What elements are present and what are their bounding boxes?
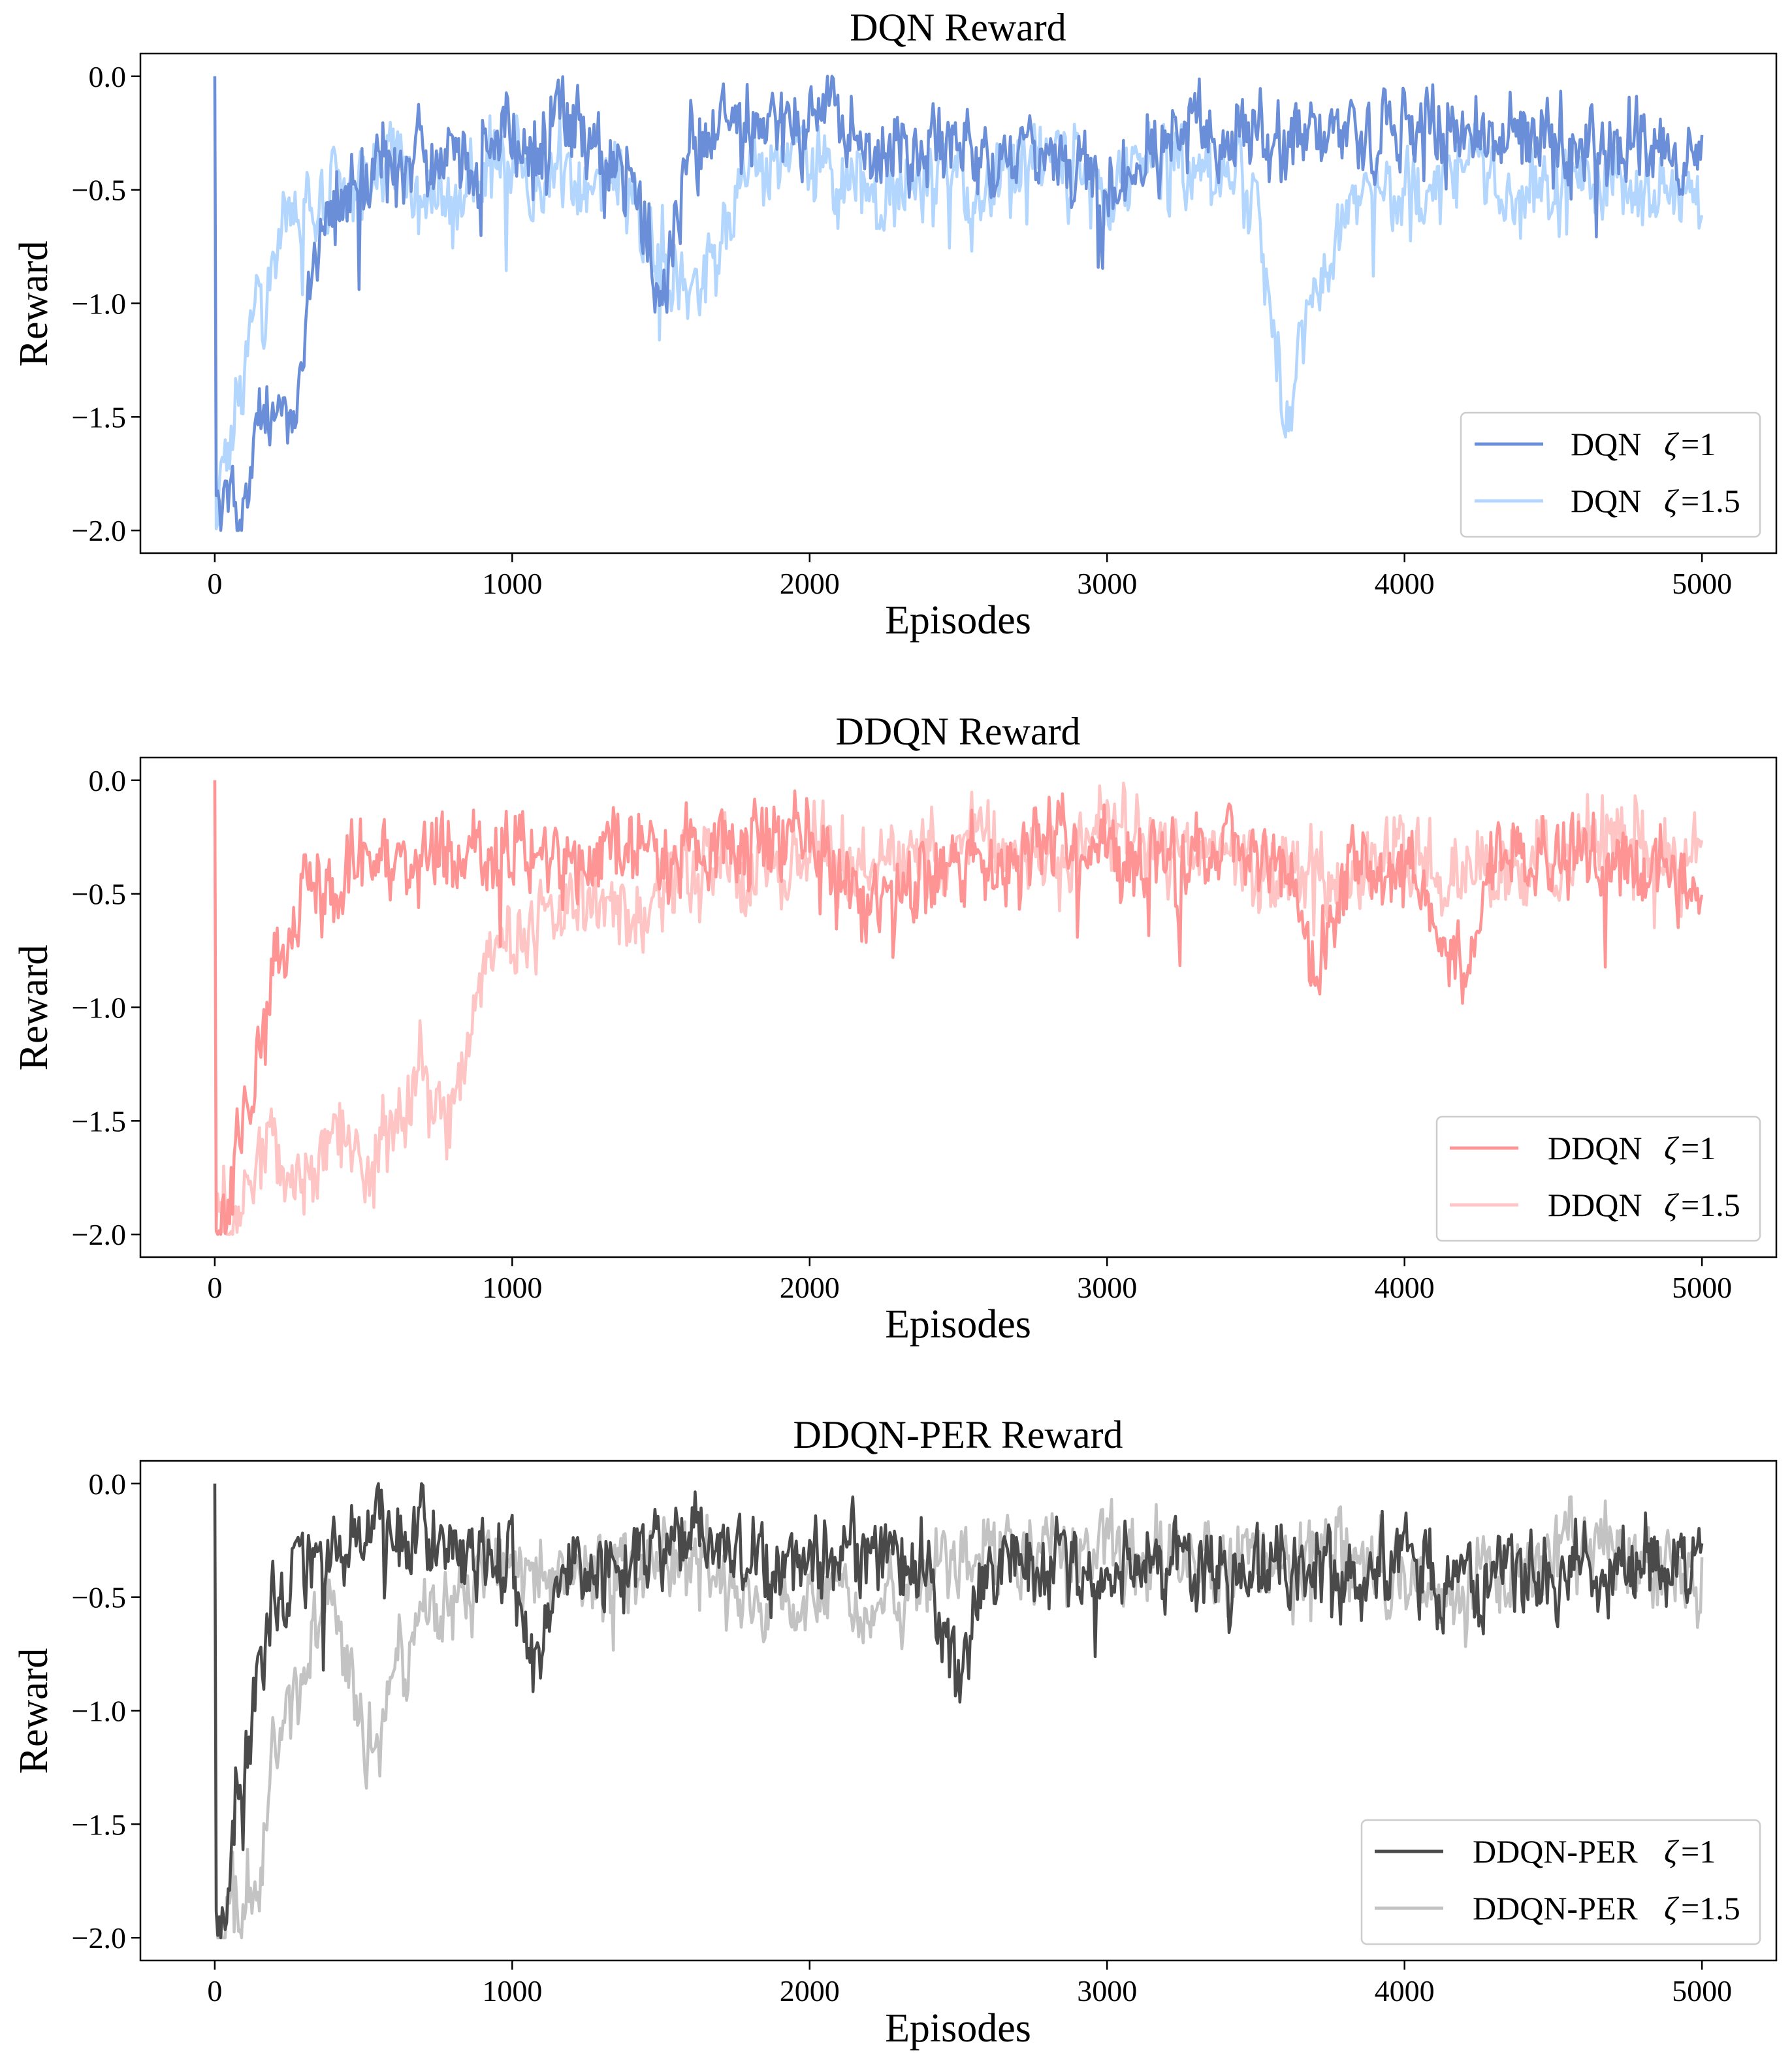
y-tick-label: −0.5 [72,878,126,911]
y-tick-label: 0.0 [89,764,127,797]
x-tick-label: 5000 [1672,1974,1732,2007]
chart-title: DDQN Reward [836,710,1081,753]
y-tick-label: −1.0 [72,991,126,1025]
legend-value-series-1: =1 [1681,426,1716,462]
x-tick-label: 3000 [1077,567,1137,600]
x-axis-label: Episodes [885,2006,1031,2051]
legend-param-series-2: ζ [1664,483,1680,519]
y-axis-label: Reward [12,241,56,367]
y-ticks: 0.0 −0.5 −1.0 −1.5 −2.0 [72,1467,140,1955]
legend: DDQN ζ =1 DDQN ζ =1.5 [1435,1115,1761,1242]
y-tick-label: −1.0 [72,1695,126,1728]
series-lines [213,74,1704,532]
y-ticks: 0.0 −0.5 −1.0 −1.5 −2.0 [72,764,140,1251]
legend-value-series-1: =1 [1681,1130,1716,1166]
series-line-1 [213,780,1704,1236]
legend-label-series-2: DDQN [1548,1187,1642,1223]
y-tick-label: −2.0 [72,1218,126,1251]
y-axis-label: Reward [12,1648,56,1774]
legend-label-series-2: DQN [1571,483,1641,519]
x-ticks: 0 1000 2000 3000 4000 5000 [207,1960,1732,2007]
x-tick-label: 4000 [1375,567,1435,600]
legend-param-series-1: ζ [1664,426,1680,462]
legend-param-series-2: ζ [1664,1890,1680,1927]
y-tick-label: −1.0 [72,287,126,321]
y-ticks: 0.0 −0.5 −1.0 −1.5 −2.0 [72,60,140,547]
x-tick-label: 2000 [780,567,840,600]
x-tick-label: 3000 [1077,1271,1137,1304]
y-tick-label: −0.5 [72,1581,126,1614]
y-tick-label: −2.0 [72,1921,126,1955]
x-tick-label: 1000 [482,1271,542,1304]
x-tick-label: 0 [207,567,222,600]
x-tick-label: 0 [207,1271,222,1304]
legend-value-series-2: =1.5 [1681,1187,1740,1223]
x-tick-label: 2000 [780,1974,840,2007]
legend-box [1360,1819,1761,1945]
y-tick-label: 0.0 [89,1467,127,1501]
legend-label-series-1: DDQN-PER [1473,1833,1638,1870]
chart-panel-dqn: DQN Reward Episodes Reward 0 1000 2000 3000… [12,6,1778,643]
y-tick-label: −0.5 [72,174,126,207]
x-tick-label: 5000 [1672,567,1732,600]
series-line-2 [213,76,1704,530]
x-tick-label: 0 [207,1974,222,2007]
x-tick-label: 3000 [1077,1974,1137,2007]
legend-label-series-1: DQN [1571,426,1641,462]
y-tick-label: −1.5 [72,400,126,434]
series-line-1 [213,74,1704,532]
legend-param-series-1: ζ [1664,1833,1680,1870]
x-tick-label: 1000 [482,567,542,600]
y-tick-label: −2.0 [72,514,126,547]
y-axis-label: Reward [12,945,56,1071]
x-tick-label: 4000 [1375,1974,1435,2007]
chart-panel-ddqn-per: DDQN-PER Reward Episodes Reward 0 1000 200… [12,1413,1778,2051]
x-ticks: 0 1000 2000 3000 4000 5000 [207,553,1732,600]
legend-label-series-2: DDQN-PER [1473,1890,1638,1927]
x-ticks: 0 1000 2000 3000 4000 5000 [207,1257,1732,1304]
legend-param-series-1: ζ [1664,1130,1680,1166]
legend: DQN ζ =1 DQN ζ =1.5 [1460,411,1761,538]
series-lines [213,1482,1704,1940]
chart-title: DDQN-PER Reward [793,1413,1123,1456]
series-line-2 [213,780,1704,1236]
legend: DDQN-PER ζ =1 DDQN-PER ζ =1.5 [1360,1819,1761,1945]
y-tick-label: 0.0 [89,60,127,93]
x-axis-label: Episodes [885,1302,1031,1347]
legend-param-series-2: ζ [1664,1187,1680,1223]
x-tick-label: 1000 [482,1974,542,2007]
y-tick-label: −1.5 [72,1104,126,1138]
x-tick-label: 5000 [1672,1271,1732,1304]
chart-panel-ddqn: DDQN Reward Episodes Reward 0 1000 2000 300… [12,710,1778,1347]
y-tick-label: −1.5 [72,1808,126,1841]
legend-value-series-2: =1.5 [1681,483,1740,519]
x-axis-label: Episodes [885,598,1031,643]
chart-title: DQN Reward [850,6,1066,49]
x-tick-label: 2000 [780,1271,840,1304]
legend-label-series-1: DDQN [1548,1130,1642,1166]
x-tick-label: 4000 [1375,1271,1435,1304]
legend-value-series-2: =1.5 [1681,1890,1740,1927]
series-lines [213,780,1704,1236]
series-line-1 [213,1482,1704,1940]
legend-value-series-1: =1 [1681,1833,1716,1870]
